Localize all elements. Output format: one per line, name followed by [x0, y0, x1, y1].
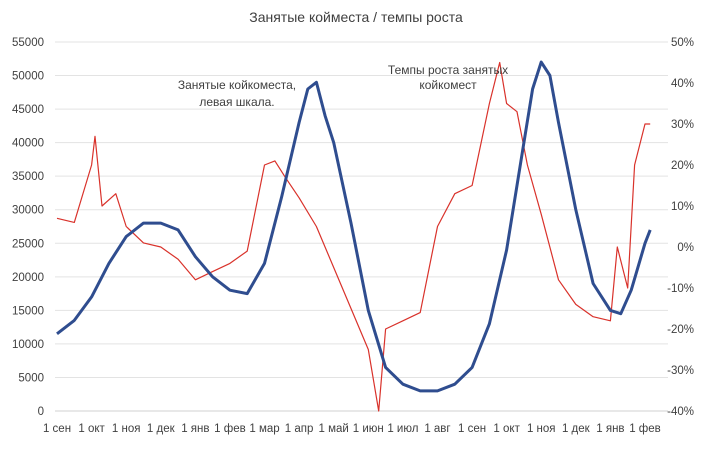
x-tick-label: 1 мар	[249, 423, 279, 435]
x-tick-label: 1 янв	[181, 423, 209, 435]
left-axis-ticks: 0 5000 10000 15000 20000 25000 30000 35000 40000…	[12, 37, 44, 418]
annotation-left-line2: левая шкала.	[199, 95, 274, 109]
x-tick-label: 1 окт	[78, 423, 105, 435]
y-right-tick-label: 30%	[671, 119, 694, 131]
right-axis-ticks: -40% -30% -20% -10% 0% 10% 20% 30% 40% 50%	[667, 37, 694, 418]
x-tick-label: 1 авг	[424, 423, 450, 435]
x-tick-label: 1 фев	[214, 423, 246, 435]
y-left-tick-label: 35000	[12, 171, 44, 183]
y-right-tick-label: 10%	[671, 201, 694, 213]
x-tick-label: 1 дек	[147, 423, 176, 435]
x-tick-label: 1 сен	[43, 423, 71, 435]
y-right-tick-label: -40%	[667, 406, 694, 418]
x-tick-label: 1 май	[319, 423, 349, 435]
series-lines	[56, 60, 652, 412]
y-right-tick-label: 50%	[671, 37, 694, 49]
x-tick-label: 1 июн	[353, 423, 384, 435]
y-left-tick-label: 55000	[12, 37, 44, 49]
chart-title: Занятые койместа / темпы роста	[249, 9, 463, 25]
gridlines	[55, 41, 668, 412]
x-tick-label: 1 фев	[629, 423, 661, 435]
y-left-tick-label: 50000	[12, 71, 44, 83]
x-tick-label: 1 дек	[562, 423, 591, 435]
y-left-tick-label: 25000	[12, 238, 44, 250]
y-left-tick-label: 30000	[12, 205, 44, 217]
x-axis-ticks: 1 сен 1 окт 1 ноя 1 дек 1 янв 1 фев 1 мар 1 апр…	[43, 423, 661, 435]
annotation-right-line1: Темпы роста занятых	[388, 63, 508, 77]
annotation-right-line2: койкомест	[419, 78, 477, 92]
x-tick-label: 1 окт	[493, 423, 520, 435]
y-left-tick-label: 15000	[12, 305, 44, 317]
x-tick-label: 1 ноя	[527, 423, 556, 435]
y-right-tick-label: -20%	[667, 324, 694, 336]
y-right-tick-label: 20%	[671, 160, 694, 172]
y-left-tick-label: 0	[38, 406, 44, 418]
occupied-beds-line	[56, 60, 652, 393]
y-right-tick-label: -30%	[667, 365, 694, 377]
annotation-left-line1: Занятые койкоместа,	[178, 78, 296, 92]
y-left-tick-label: 45000	[12, 104, 44, 116]
x-tick-label: 1 сен	[458, 423, 486, 435]
y-right-tick-label: 40%	[671, 78, 694, 90]
y-left-tick-label: 5000	[18, 372, 44, 384]
y-left-tick-label: 20000	[12, 272, 44, 284]
x-tick-label: 1 июл	[387, 423, 418, 435]
x-tick-label: 1 ноя	[112, 423, 141, 435]
y-left-tick-label: 40000	[12, 138, 44, 150]
x-tick-label: 1 апр	[285, 423, 314, 435]
x-tick-label: 1 янв	[596, 423, 624, 435]
y-right-tick-label: 0%	[677, 242, 694, 254]
y-right-tick-label: -10%	[667, 283, 694, 295]
y-left-tick-label: 10000	[12, 339, 44, 351]
growth-rate-line	[56, 61, 651, 412]
